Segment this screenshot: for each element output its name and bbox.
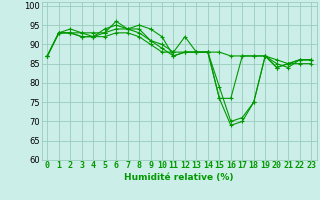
X-axis label: Humidité relative (%): Humidité relative (%) (124, 173, 234, 182)
